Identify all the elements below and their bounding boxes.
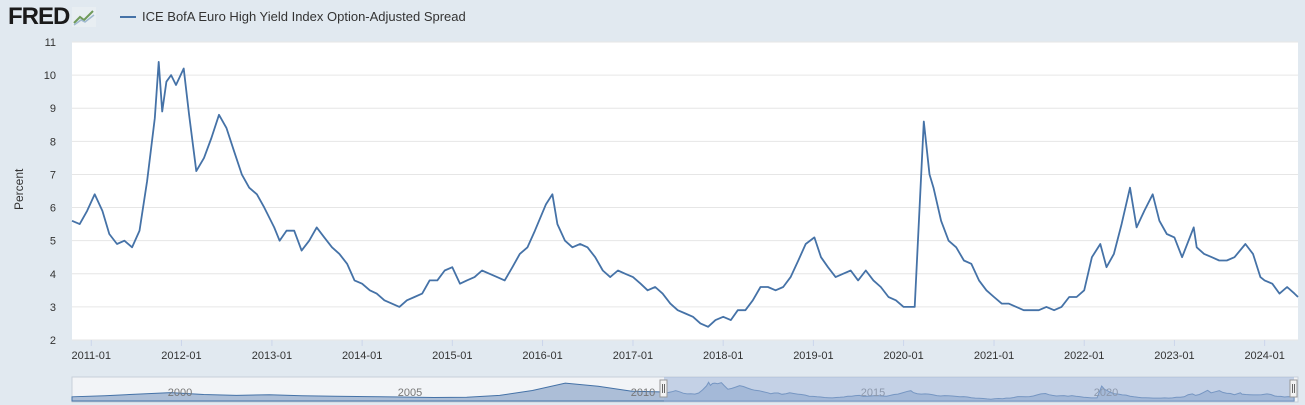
x-tick-label: 2013-01 xyxy=(252,350,292,362)
y-tick-label: 2 xyxy=(50,335,56,347)
x-tick-label: 2020-01 xyxy=(883,350,923,362)
x-tick-label: 2022-01 xyxy=(1064,350,1104,362)
x-tick-label: 2018-01 xyxy=(703,350,743,362)
legend-swatch xyxy=(120,15,136,18)
x-tick-label: 2016-01 xyxy=(522,350,562,362)
chart-legend[interactable]: ICE BofA Euro High Yield Index Option-Ad… xyxy=(120,9,466,24)
navigator-year-label: 2010 xyxy=(631,387,655,399)
x-tick-label: 2017-01 xyxy=(613,350,653,362)
navigator-selection[interactable] xyxy=(664,377,1294,402)
x-axis-ticks: 2011-01 2012-01 2013-01 2014-01 2015-01 2016-… xyxy=(71,340,1285,362)
x-tick-label: 2015-01 xyxy=(432,350,472,362)
navigator[interactable]: 20002005201020152020 xyxy=(71,376,1299,403)
navigator-right-handle[interactable] xyxy=(1289,379,1298,398)
plot-area xyxy=(72,42,1298,340)
y-tick-label: 7 xyxy=(50,169,56,181)
navigator-year-label: 2000 xyxy=(168,387,192,399)
y-tick-label: 9 xyxy=(50,103,56,115)
fred-logo[interactable]: FRED xyxy=(8,3,97,30)
navigator-year-label: 2005 xyxy=(398,387,422,399)
chart-header: FRED ICE BofA Euro High Yield Index Opti… xyxy=(0,0,1305,34)
y-tick-label: 5 xyxy=(50,236,56,248)
x-tick-label: 2019-01 xyxy=(793,350,833,362)
x-tick-label: 2014-01 xyxy=(342,350,382,362)
grid-lines xyxy=(72,41,1298,341)
y-tick-label: 8 xyxy=(50,136,56,148)
x-tick-label: 2012-01 xyxy=(161,350,201,362)
series-line[interactable] xyxy=(71,61,1299,328)
y-tick-label: 6 xyxy=(50,203,56,215)
y-tick-label: 11 xyxy=(45,37,56,49)
logo-text: FRED xyxy=(8,3,70,30)
y-tick-label: 3 xyxy=(50,302,56,314)
x-tick-label: 2011-01 xyxy=(71,350,111,362)
x-tick-label: 2024-01 xyxy=(1244,350,1284,362)
y-tick-label: 10 xyxy=(44,70,56,82)
legend-label: ICE BofA Euro High Yield Index Option-Ad… xyxy=(142,9,466,24)
navigator-left-handle[interactable] xyxy=(659,379,668,398)
x-tick-label: 2023-01 xyxy=(1154,350,1194,362)
y-tick-label: 4 xyxy=(50,269,56,281)
trend-line-icon xyxy=(72,7,97,27)
y-axis-ticks: 2 3 4 5 6 7 8 9 10 11 xyxy=(44,37,56,347)
x-tick-label: 2021-01 xyxy=(974,350,1014,362)
